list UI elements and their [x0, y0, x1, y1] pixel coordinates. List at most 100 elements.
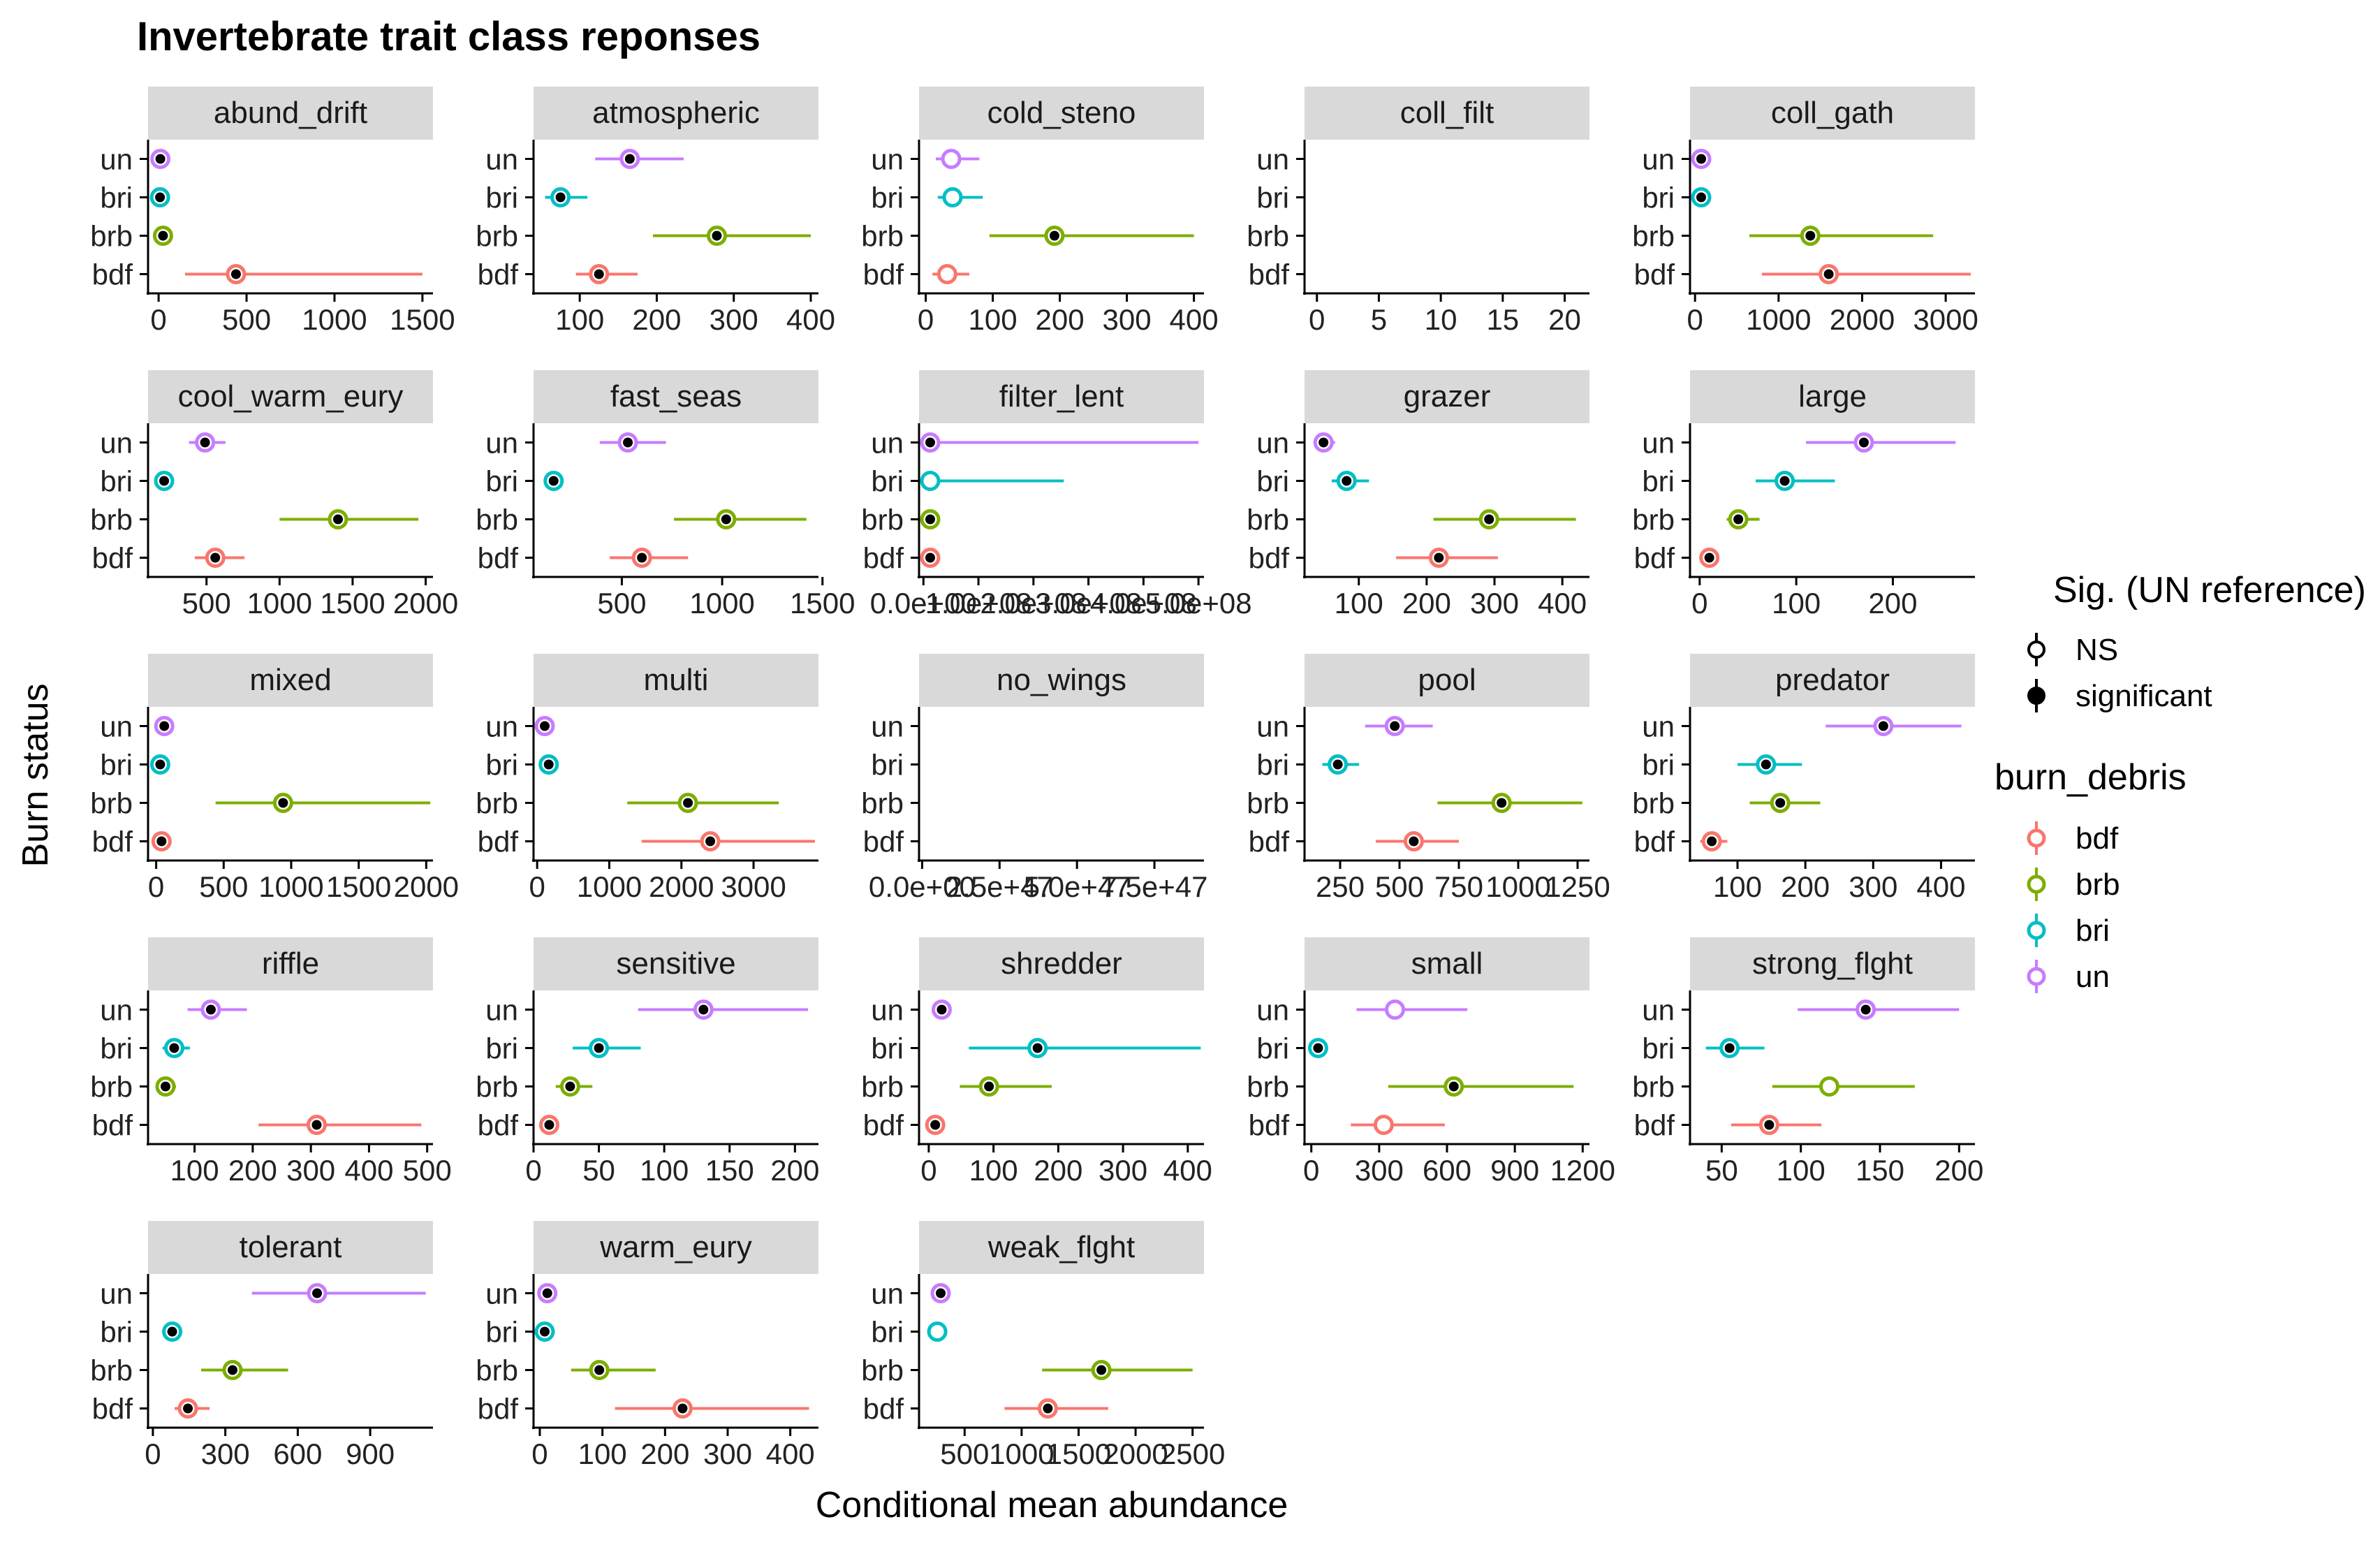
- facet-atmospheric: atmospheric un bri brb bdf 100 200 300 400: [476, 87, 835, 336]
- facet-strip-label: atmospheric: [592, 96, 760, 130]
- x-tick-label: 1000: [577, 870, 642, 903]
- y-tick-label: bri: [1642, 749, 1675, 782]
- x-tick-label: 100: [1335, 587, 1383, 620]
- x-tick-label: 1500: [390, 303, 455, 336]
- x-tick-label: 300: [1103, 303, 1152, 336]
- y-tick-label: un: [100, 994, 133, 1027]
- x-tick-label: 1000: [258, 870, 323, 903]
- x-tick-label: 4.0e+08: [1090, 587, 1197, 620]
- x-tick-label: 900: [1490, 1154, 1539, 1187]
- y-tick-label: bri: [1642, 465, 1675, 498]
- significance-dot: [683, 798, 693, 808]
- legend-burn-label: bri: [2076, 914, 2110, 948]
- x-tick-label: 200: [1781, 870, 1830, 903]
- x-tick-label: 200: [640, 1437, 689, 1470]
- x-tick-label: 1200: [1550, 1154, 1615, 1187]
- x-tick-label: 0.0e+00: [870, 587, 977, 620]
- y-tick-label: brb: [1632, 504, 1675, 536]
- y-tick-label: bri: [871, 182, 904, 214]
- facet-strip-label: cool_warm_eury: [178, 379, 404, 413]
- y-tick-label: un: [1256, 427, 1289, 460]
- x-tick-label: 100: [640, 1154, 689, 1187]
- significance-dot: [1049, 230, 1059, 241]
- facet-tolerant: tolerant un bri brb bdf 0 300 600 900: [90, 1221, 433, 1470]
- significance-dot: [542, 1288, 552, 1298]
- y-tick-label: brb: [1632, 220, 1675, 253]
- significance-dot: [169, 1043, 179, 1053]
- significance-dot: [1313, 1043, 1323, 1053]
- x-tick-label: 0: [145, 1437, 161, 1470]
- estimate-point-brb: [1819, 1076, 1839, 1097]
- significance-dot: [1390, 721, 1400, 731]
- significance-dot: [930, 1120, 941, 1130]
- significance-dot: [228, 1365, 238, 1375]
- x-tick-label: 1.0e+08: [925, 587, 1032, 620]
- significance-dot: [183, 1403, 193, 1414]
- significance-dot: [1860, 1004, 1871, 1015]
- y-tick-label: bdf: [863, 826, 904, 858]
- x-tick-label: 2500: [1160, 1437, 1225, 1470]
- facet-strip-label: small: [1411, 946, 1483, 981]
- significance-dot: [624, 154, 635, 164]
- facet-strip-label: no_wings: [997, 663, 1126, 697]
- y-tick-label: brb: [476, 787, 518, 820]
- significance-dot: [1775, 798, 1786, 808]
- x-tick-label: 200: [632, 303, 681, 336]
- y-tick-label: brb: [90, 504, 133, 536]
- y-tick-label: bdf: [1249, 542, 1290, 575]
- significance-dot: [594, 1043, 604, 1053]
- y-tick-label: un: [1642, 427, 1675, 460]
- x-tick-label: 0: [529, 870, 545, 903]
- estimate-point-bdf: [1373, 1115, 1394, 1135]
- y-tick-label: brb: [476, 220, 518, 253]
- significance-dot: [1342, 476, 1352, 486]
- x-tick-label: 0: [148, 870, 164, 903]
- x-tick-label: 20: [1548, 303, 1581, 336]
- y-tick-label: bdf: [92, 1109, 133, 1142]
- significance-dot: [156, 836, 167, 847]
- significance-dot: [936, 1004, 947, 1015]
- facet-strip-label: tolerant: [240, 1230, 342, 1264]
- x-tick-label: 100: [555, 303, 604, 336]
- y-tick-label: bri: [1256, 749, 1289, 782]
- x-tick-label: 0: [1309, 303, 1325, 336]
- x-tick-label: 1000: [1485, 870, 1550, 903]
- significance-dot: [1878, 721, 1888, 731]
- significance-dot: [721, 514, 731, 525]
- y-tick-label: brb: [1247, 1071, 1289, 1104]
- x-tick-label: 300: [703, 1437, 752, 1470]
- y-tick-label: un: [100, 427, 133, 460]
- facet-strip-label: pool: [1418, 663, 1476, 697]
- legend-burn-key: [2027, 874, 2046, 894]
- y-tick-label: un: [485, 710, 518, 743]
- facet-strip-label: warm_eury: [599, 1230, 752, 1264]
- x-tick-label: 400: [1163, 1154, 1212, 1187]
- y-tick-label: brb: [90, 1071, 133, 1104]
- y-tick-label: bri: [100, 1316, 133, 1349]
- y-tick-label: bdf: [863, 258, 904, 291]
- y-tick-label: brb: [90, 220, 133, 253]
- chart-title: Invertebrate trait class reponses: [137, 14, 761, 59]
- significance-dot: [540, 721, 550, 731]
- x-tick-label: 100: [578, 1437, 627, 1470]
- significance-dot: [1733, 514, 1744, 525]
- x-tick-label: 300: [201, 1437, 250, 1470]
- x-tick-label: 300: [1099, 1154, 1147, 1187]
- significance-dot: [1043, 1403, 1053, 1414]
- legend-burn-key: [2027, 828, 2046, 848]
- facet-strip: [148, 370, 433, 423]
- y-tick-label: bri: [1256, 465, 1289, 498]
- y-tick-label: bri: [1642, 182, 1675, 214]
- significance-dot: [677, 1403, 688, 1414]
- facet-strip: [919, 1221, 1204, 1274]
- significance-dot: [160, 1081, 170, 1092]
- facet-strip: [1690, 87, 1975, 140]
- facet-strip-label: fast_seas: [610, 379, 742, 413]
